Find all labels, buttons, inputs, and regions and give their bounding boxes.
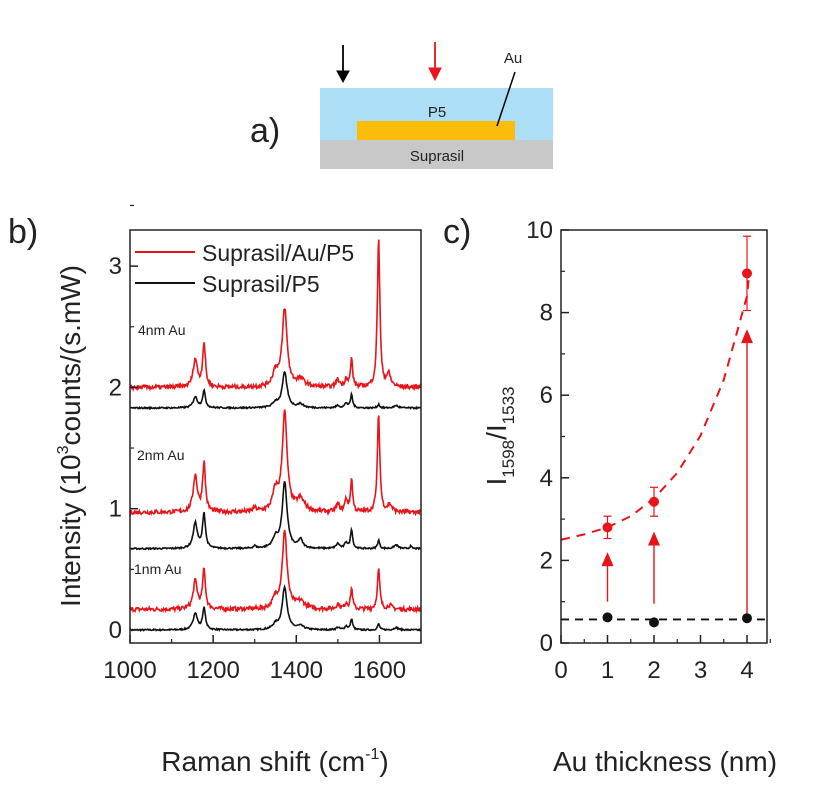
y-tick-label: 2 — [540, 547, 553, 574]
spectrum-1nmau-with-au — [129, 529, 422, 615]
panel-a-label: a) — [250, 112, 280, 150]
enhancement-arrow-head-icon — [648, 531, 660, 546]
legend-label-noau: Suprasil/P5 — [202, 271, 320, 297]
x-tick-label: 2 — [647, 657, 660, 684]
y-tick-label: 10 — [526, 217, 553, 244]
au-label: Au — [504, 50, 522, 67]
data-point-without-au — [742, 613, 752, 624]
panel-c-chart: c) 0 1 2 3 4 0 2 4 6 8 10 Au thickness (nm) I1598/… — [443, 213, 777, 777]
y-tick-label: 2 — [109, 374, 122, 401]
black-laser-arrow-icon — [336, 45, 350, 84]
spectrum-1nmau-without-au — [129, 583, 422, 633]
legend-label-au: Suprasil/Au/P5 — [202, 240, 354, 266]
au-layer — [357, 121, 515, 140]
x-tick-label: 1600 — [353, 657, 406, 684]
enhancement-arrow-head-icon — [741, 329, 753, 344]
panel-b-plot-area — [129, 239, 422, 633]
p5-label: P5 — [428, 104, 446, 121]
annotation-1nm: 1nm Au — [134, 561, 181, 577]
suprasil-substrate — [320, 140, 553, 169]
panel-b-y-axis-title: Intensity (103counts/(s.mW) — [55, 265, 86, 607]
suprasil-label: Suprasil — [410, 148, 464, 165]
y-tick-label: 1 — [109, 496, 122, 523]
y-tick-label: 0 — [109, 617, 122, 644]
au-pointer-line — [496, 71, 516, 127]
x-tick-label: 0 — [554, 657, 567, 684]
spectrum-2nmau-with-au — [129, 409, 421, 517]
red-laser-arrow-icon — [428, 42, 442, 82]
y-tick-label: 0 — [540, 630, 553, 657]
spectrum-2nmau-without-au — [129, 481, 421, 551]
spectrum-4nmau-without-au — [129, 370, 421, 411]
fit-dashed-curve — [560, 273, 751, 541]
spectrum-4nmau-with-au — [129, 239, 422, 393]
x-tick-label: 1 — [601, 657, 614, 684]
panel-b-chart: b) 1000 1200 1400 1600 0 1 2 3 Suprasil/Au/P5 S… — [8, 204, 422, 777]
y-tick-label: 6 — [540, 382, 553, 409]
panel-c-label: c) — [443, 213, 471, 251]
x-tick-label: 1400 — [270, 657, 323, 684]
panel-b-frame — [129, 229, 422, 644]
data-point-with-au — [742, 268, 752, 279]
data-point-with-au — [602, 522, 613, 533]
annotation-2nm: 2nm Au — [137, 447, 184, 463]
panel-a-diagram: a) P5 Suprasil Au — [250, 42, 553, 169]
data-point-without-au — [602, 612, 613, 623]
enhancement-arrow-head-icon — [601, 552, 614, 567]
data-point-without-au — [649, 617, 659, 628]
panel-c-plot-area — [560, 235, 767, 628]
y-tick-label: 3 — [109, 253, 122, 280]
x-tick-label: 1000 — [103, 657, 156, 684]
x-tick-label: 1200 — [186, 657, 239, 684]
panel-c-frame — [560, 229, 768, 644]
panel-c-x-axis-title: Au thickness (nm) — [553, 746, 777, 777]
data-point-with-au — [649, 496, 659, 507]
panel-b-x-axis-title: Raman shift (cm-1) — [161, 746, 388, 777]
y-tick-label: 8 — [540, 300, 553, 327]
annotation-4nm: 4nm Au — [138, 322, 185, 338]
y-tick-label: 4 — [540, 465, 553, 492]
panel-b-label: b) — [8, 213, 38, 251]
x-tick-label: 4 — [740, 657, 753, 684]
x-tick-label: 3 — [694, 657, 707, 684]
panel-c-y-axis-title: I1598/I1533 — [481, 387, 518, 486]
